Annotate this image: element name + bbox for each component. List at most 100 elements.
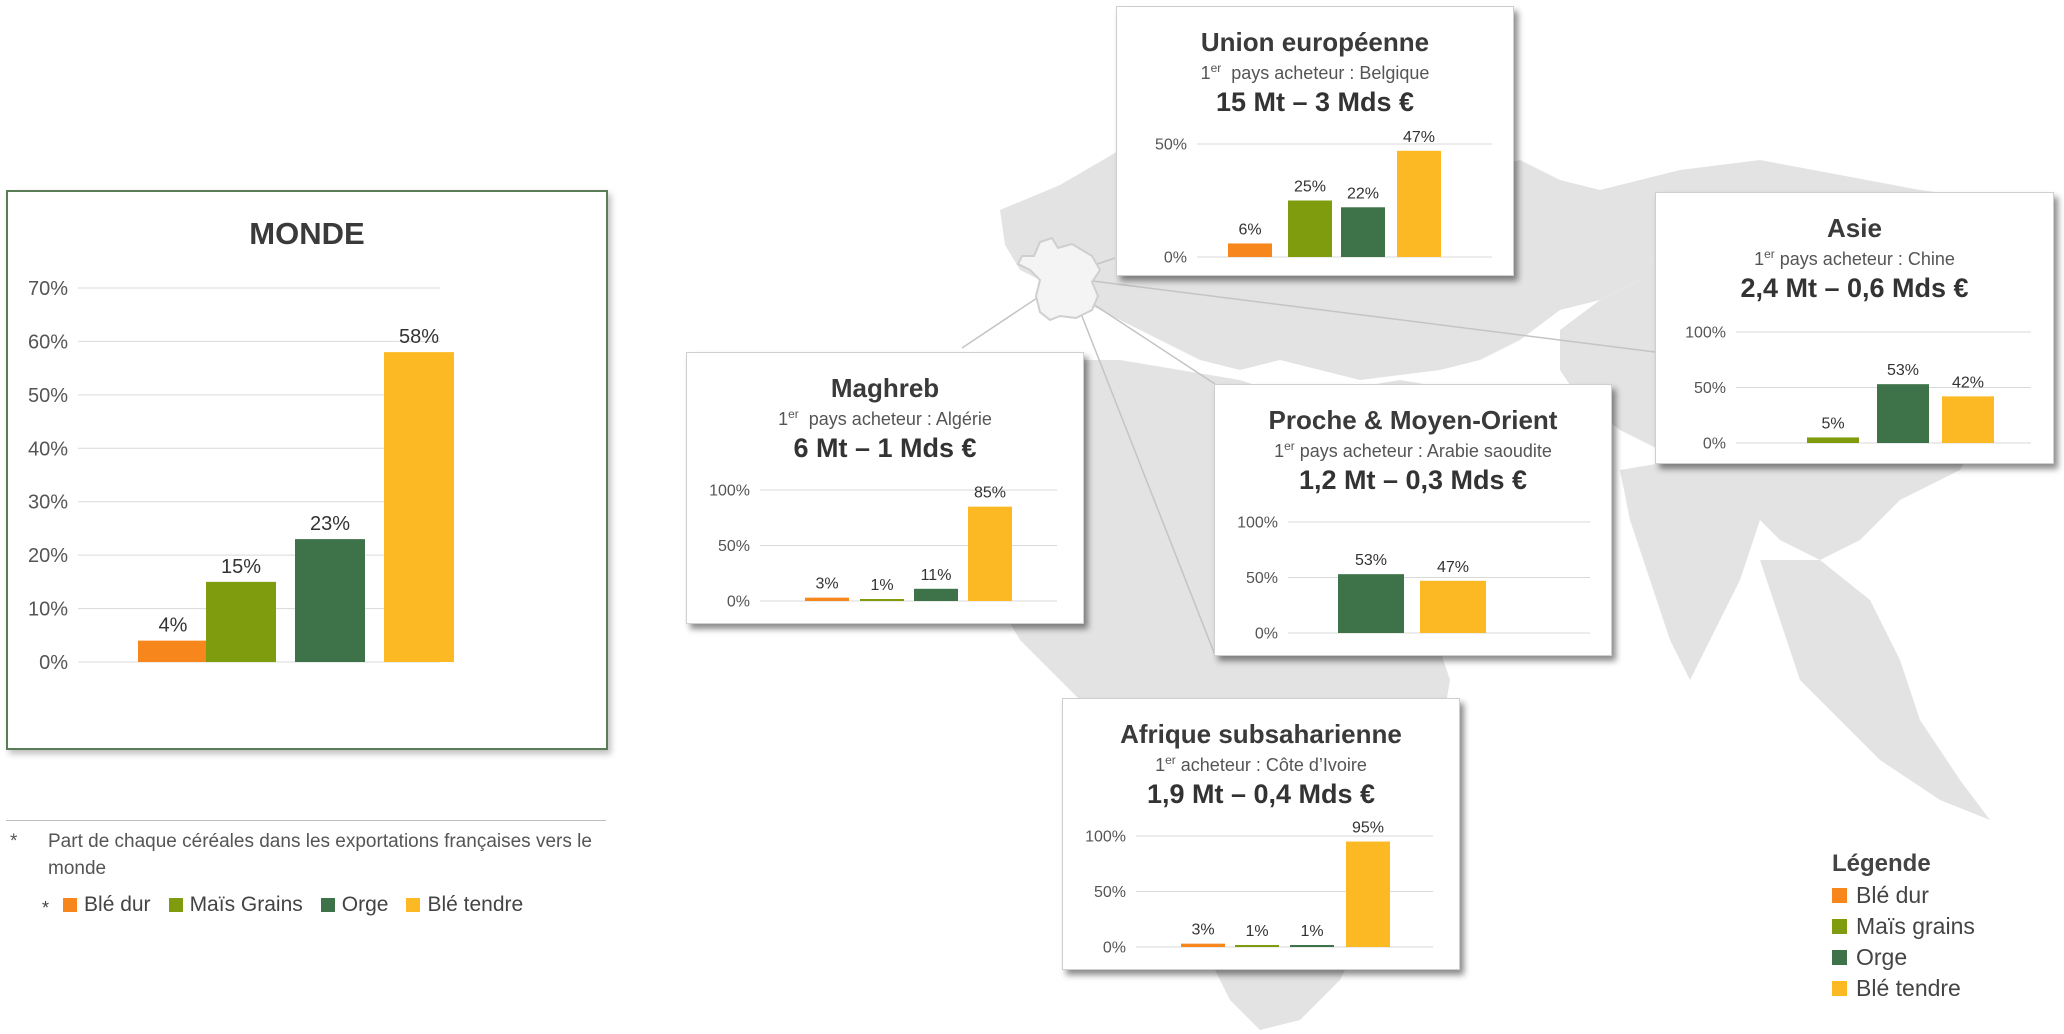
legend-swatch bbox=[1832, 919, 1847, 934]
connector-afrique bbox=[1077, 305, 1216, 656]
data-label: 58% bbox=[399, 326, 439, 348]
legend-item-mais: Maïs grains bbox=[1832, 911, 1975, 942]
legend-swatch bbox=[1832, 981, 1847, 996]
legend-item-orge: Orge bbox=[1832, 942, 1975, 973]
region-title: Afrique subsaharienne bbox=[1120, 719, 1402, 749]
data-label: 47% bbox=[1437, 559, 1469, 576]
bar-bl-tendre bbox=[1346, 841, 1390, 947]
legend-item-ble-dur: Blé dur bbox=[1832, 880, 1975, 911]
ue-chart: 0% 50% 6% 25% 22% 47% bbox=[1155, 129, 1492, 267]
legend-label: Orge bbox=[1856, 944, 1908, 970]
bar-ma-s-grains bbox=[1288, 200, 1332, 257]
y-tick-label: 100% bbox=[1085, 829, 1126, 846]
y-tick-label: 50% bbox=[28, 385, 68, 407]
legend-label: Orge bbox=[341, 892, 389, 916]
region-title: Union européenne bbox=[1200, 27, 1430, 57]
bar-bl-tendre bbox=[384, 352, 454, 662]
bar-orge bbox=[295, 539, 365, 662]
bar-bl-tendre bbox=[1420, 580, 1486, 633]
data-label: 1% bbox=[1245, 923, 1268, 940]
legend-label: Blé tendre bbox=[1856, 975, 1961, 1001]
pmo-chart: 0% 50% 100% 53% 47% bbox=[1237, 515, 1590, 643]
y-tick-label: 50% bbox=[1094, 884, 1126, 901]
region-top-buyer: 1er pays acheteur : Belgique bbox=[1200, 61, 1430, 83]
region-panel-ue: Union européenne 1er pays acheteur : Bel… bbox=[1116, 6, 1514, 276]
region-panel-pmo: Proche & Moyen-Orient 1er pays acheteur … bbox=[1214, 384, 1612, 656]
region-title: Proche & Moyen-Orient bbox=[1268, 405, 1558, 435]
region-volume-value: 1,9 Mt – 0,4 Mds € bbox=[1146, 779, 1376, 809]
footnote-text: Part de chaque céréales dans les exporta… bbox=[48, 831, 592, 879]
monde-legend: * Blé dur Maïs Grains Orge Blé tendre bbox=[42, 890, 541, 919]
monde-legend-item-ble-dur: Blé dur bbox=[63, 893, 151, 917]
bar-ma-s-grains bbox=[206, 581, 276, 662]
maghreb-chart: 0% 50% 100% 3% 1% 11% 85% bbox=[709, 483, 1057, 611]
region-top-buyer: 1er pays acheteur : Algérie bbox=[778, 407, 992, 429]
y-tick-label: 0% bbox=[1103, 940, 1126, 957]
y-tick-label: 50% bbox=[718, 538, 750, 555]
data-label: 15% bbox=[221, 556, 261, 578]
legend-label: Blé dur bbox=[84, 892, 151, 916]
southeast-asia-landmass bbox=[1760, 560, 1990, 820]
monde-legend-item-ble-tendre: Blé tendre bbox=[406, 893, 523, 917]
data-label: 47% bbox=[1403, 129, 1435, 146]
data-label: 5% bbox=[1821, 415, 1844, 432]
data-label: 4% bbox=[159, 615, 188, 637]
connector-pmo bbox=[1089, 301, 1216, 385]
region-title: Maghreb bbox=[830, 373, 940, 403]
legend-item-ble-tendre: Blé tendre bbox=[1832, 973, 1975, 1004]
y-tick-label: 50% bbox=[1246, 570, 1278, 587]
y-tick-label: 0% bbox=[39, 652, 68, 674]
legend-swatch bbox=[1832, 950, 1847, 965]
legend-swatch bbox=[63, 897, 78, 912]
region-title: Asie bbox=[1827, 213, 1882, 243]
legend-swatch bbox=[168, 897, 183, 912]
legend-title: Légende bbox=[1832, 850, 1931, 877]
legend-label: Blé dur bbox=[1856, 882, 1929, 908]
y-tick-label: 70% bbox=[28, 278, 68, 300]
france-shape bbox=[1016, 236, 1102, 322]
region-panel-asie: Asie 1er pays acheteur : Chine 2,4 Mt – … bbox=[1655, 192, 2054, 464]
bar-orge bbox=[1877, 384, 1929, 443]
data-label: 1% bbox=[1300, 923, 1323, 940]
bar-orge bbox=[1290, 945, 1334, 947]
india-landmass bbox=[1620, 460, 1760, 680]
region-top-buyer: 1er pays acheteur : Arabie saoudite bbox=[1274, 439, 1552, 461]
data-label: 22% bbox=[1347, 185, 1379, 202]
legend-label: Blé tendre bbox=[427, 892, 524, 916]
connector-asie bbox=[1084, 279, 1656, 353]
bar-bl-tendre bbox=[1397, 150, 1441, 257]
monde-title: MONDE bbox=[249, 216, 365, 251]
data-label: 6% bbox=[1238, 221, 1261, 238]
data-label: 3% bbox=[815, 576, 838, 593]
bar-bl-dur bbox=[1181, 943, 1225, 947]
data-label: 1% bbox=[870, 577, 893, 594]
footnote-divider bbox=[6, 820, 606, 821]
bar-bl-dur bbox=[1228, 243, 1272, 257]
data-label: 85% bbox=[974, 485, 1006, 502]
y-tick-label: 0% bbox=[1703, 436, 1726, 453]
region-volume-value: 2,4 Mt – 0,6 Mds € bbox=[1740, 273, 1969, 303]
monde-legend-item-mais: Maïs Grains bbox=[168, 893, 303, 917]
data-label: 3% bbox=[1191, 922, 1214, 939]
region-panel-maghreb: Maghreb 1er pays acheteur : Algérie 6 Mt… bbox=[686, 352, 1084, 624]
data-label: 11% bbox=[921, 567, 952, 584]
bar-ma-s-grains bbox=[1807, 437, 1859, 443]
region-volume-value: 6 Mt – 1 Mds € bbox=[793, 433, 977, 463]
y-tick-label: 50% bbox=[1694, 380, 1726, 397]
bar-bl-dur bbox=[138, 640, 208, 662]
monde-legend-footnote-mark: * bbox=[42, 898, 50, 918]
bar-bl-dur bbox=[805, 597, 849, 601]
y-tick-label: 30% bbox=[28, 492, 68, 514]
data-label: 23% bbox=[310, 513, 350, 535]
region-top-buyer: 1er acheteur : Côte d’Ivoire bbox=[1155, 753, 1367, 775]
afrique-chart: 0% 50% 100% 3% 1% 1% 95% bbox=[1085, 820, 1433, 957]
region-volume-value: 1,2 Mt – 0,3 Mds € bbox=[1298, 465, 1528, 495]
data-label: 42% bbox=[1952, 374, 1984, 391]
y-tick-label: 40% bbox=[28, 438, 68, 460]
data-label: 95% bbox=[1352, 820, 1384, 837]
legend-swatch bbox=[1832, 888, 1847, 903]
footnote-mark: * bbox=[10, 831, 18, 852]
bar-ma-s-grains bbox=[860, 599, 904, 601]
legend-swatch bbox=[320, 897, 335, 912]
region-panel-afrique: Afrique subsaharienne 1er acheteur : Côt… bbox=[1062, 698, 1460, 970]
